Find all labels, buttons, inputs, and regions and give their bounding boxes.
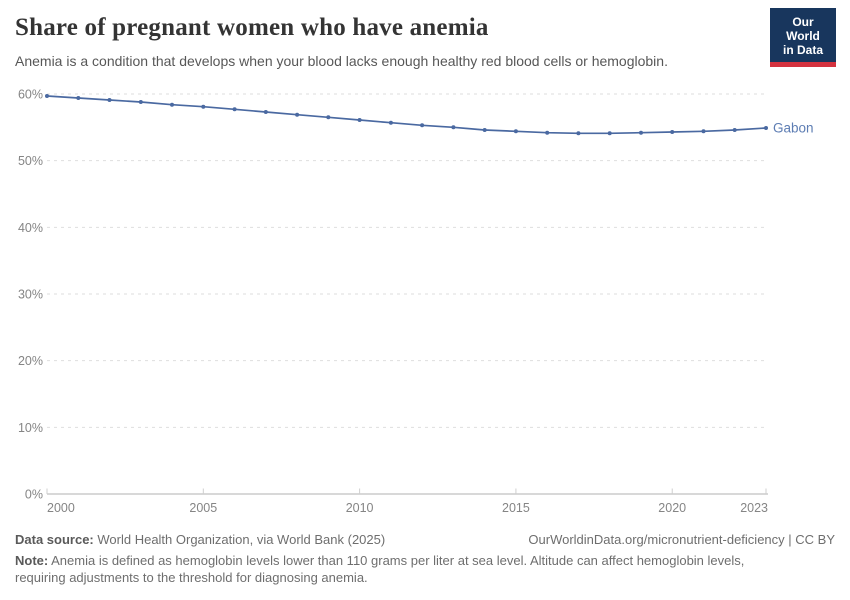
x-tick-label: 2005 bbox=[189, 501, 217, 515]
line-chart: 0% 10% 20% 30% 40% 50% 60% 2000 2005 2010 2015 2020… bbox=[0, 75, 850, 525]
owid-logo-line2: in Data bbox=[782, 43, 823, 57]
data-point[interactable] bbox=[764, 126, 768, 130]
data-point[interactable] bbox=[107, 98, 112, 102]
owid-citation-link[interactable]: OurWorldinData.org/micronutrient-deficie… bbox=[528, 532, 835, 547]
x-tick-label: 2023 bbox=[740, 501, 768, 515]
owid-logo[interactable]: Our World in Data bbox=[770, 8, 836, 67]
data-point[interactable] bbox=[232, 107, 237, 112]
data-point[interactable] bbox=[607, 131, 612, 136]
data-point[interactable] bbox=[545, 130, 550, 135]
data-point[interactable] bbox=[482, 128, 487, 132]
data-point[interactable] bbox=[170, 102, 174, 107]
series-label-gabon[interactable]: Gabon bbox=[773, 121, 814, 136]
data-point[interactable] bbox=[45, 94, 49, 98]
y-tick-label: 20% bbox=[18, 354, 43, 368]
y-tick-label: 0% bbox=[25, 488, 43, 502]
data-point[interactable] bbox=[451, 125, 456, 130]
data-point[interactable] bbox=[263, 110, 268, 114]
note-label: Note: bbox=[15, 553, 49, 568]
data-point[interactable] bbox=[576, 131, 581, 136]
data-point[interactable] bbox=[732, 128, 737, 132]
chart-header: Share of pregnant women who have anemia … bbox=[15, 13, 740, 70]
data-point[interactable] bbox=[357, 118, 362, 122]
data-source-label: Data source: bbox=[15, 532, 94, 547]
data-line-gabon[interactable] bbox=[46, 95, 767, 135]
x-tick-label: 2020 bbox=[658, 501, 686, 515]
data-point[interactable] bbox=[295, 112, 300, 117]
x-tick-label: 2000 bbox=[47, 501, 75, 515]
chart-note: Note: Anemia is defined as hemoglobin le… bbox=[15, 552, 787, 586]
data-source-text: World Health Organization, via World Ban… bbox=[97, 532, 386, 547]
data-point[interactable] bbox=[138, 100, 143, 104]
data-point[interactable] bbox=[420, 123, 425, 128]
y-tick-label: 50% bbox=[18, 154, 43, 168]
data-source: Data source: World Health Organization, … bbox=[15, 531, 385, 548]
x-tick-label: 2015 bbox=[502, 501, 530, 515]
data-point[interactable] bbox=[639, 130, 643, 135]
chart-footer: Data source: World Health Organization, … bbox=[15, 531, 835, 586]
data-point[interactable] bbox=[388, 120, 393, 125]
data-point[interactable] bbox=[326, 115, 331, 120]
data-point[interactable] bbox=[76, 96, 81, 100]
y-tick-label: 30% bbox=[18, 288, 43, 302]
data-point[interactable] bbox=[201, 104, 206, 109]
page-title: Share of pregnant women who have anemia bbox=[15, 14, 489, 41]
data-point[interactable] bbox=[670, 130, 675, 134]
note-text: Anemia is defined as hemoglobin levels l… bbox=[15, 553, 745, 585]
data-point[interactable] bbox=[513, 129, 518, 134]
x-tick-label: 2010 bbox=[346, 501, 374, 515]
chart-subtitle: Anemia is a condition that develops when… bbox=[15, 53, 668, 69]
data-point[interactable] bbox=[701, 129, 706, 134]
y-tick-label: 10% bbox=[18, 421, 43, 435]
owid-logo-line1: Our World bbox=[786, 15, 820, 43]
y-tick-label: 40% bbox=[18, 221, 43, 235]
y-tick-label: 60% bbox=[18, 88, 43, 102]
chart-svg: 0% 10% 20% 30% 40% 50% 60% 2000 2005 2010 2015 2020… bbox=[18, 88, 814, 516]
